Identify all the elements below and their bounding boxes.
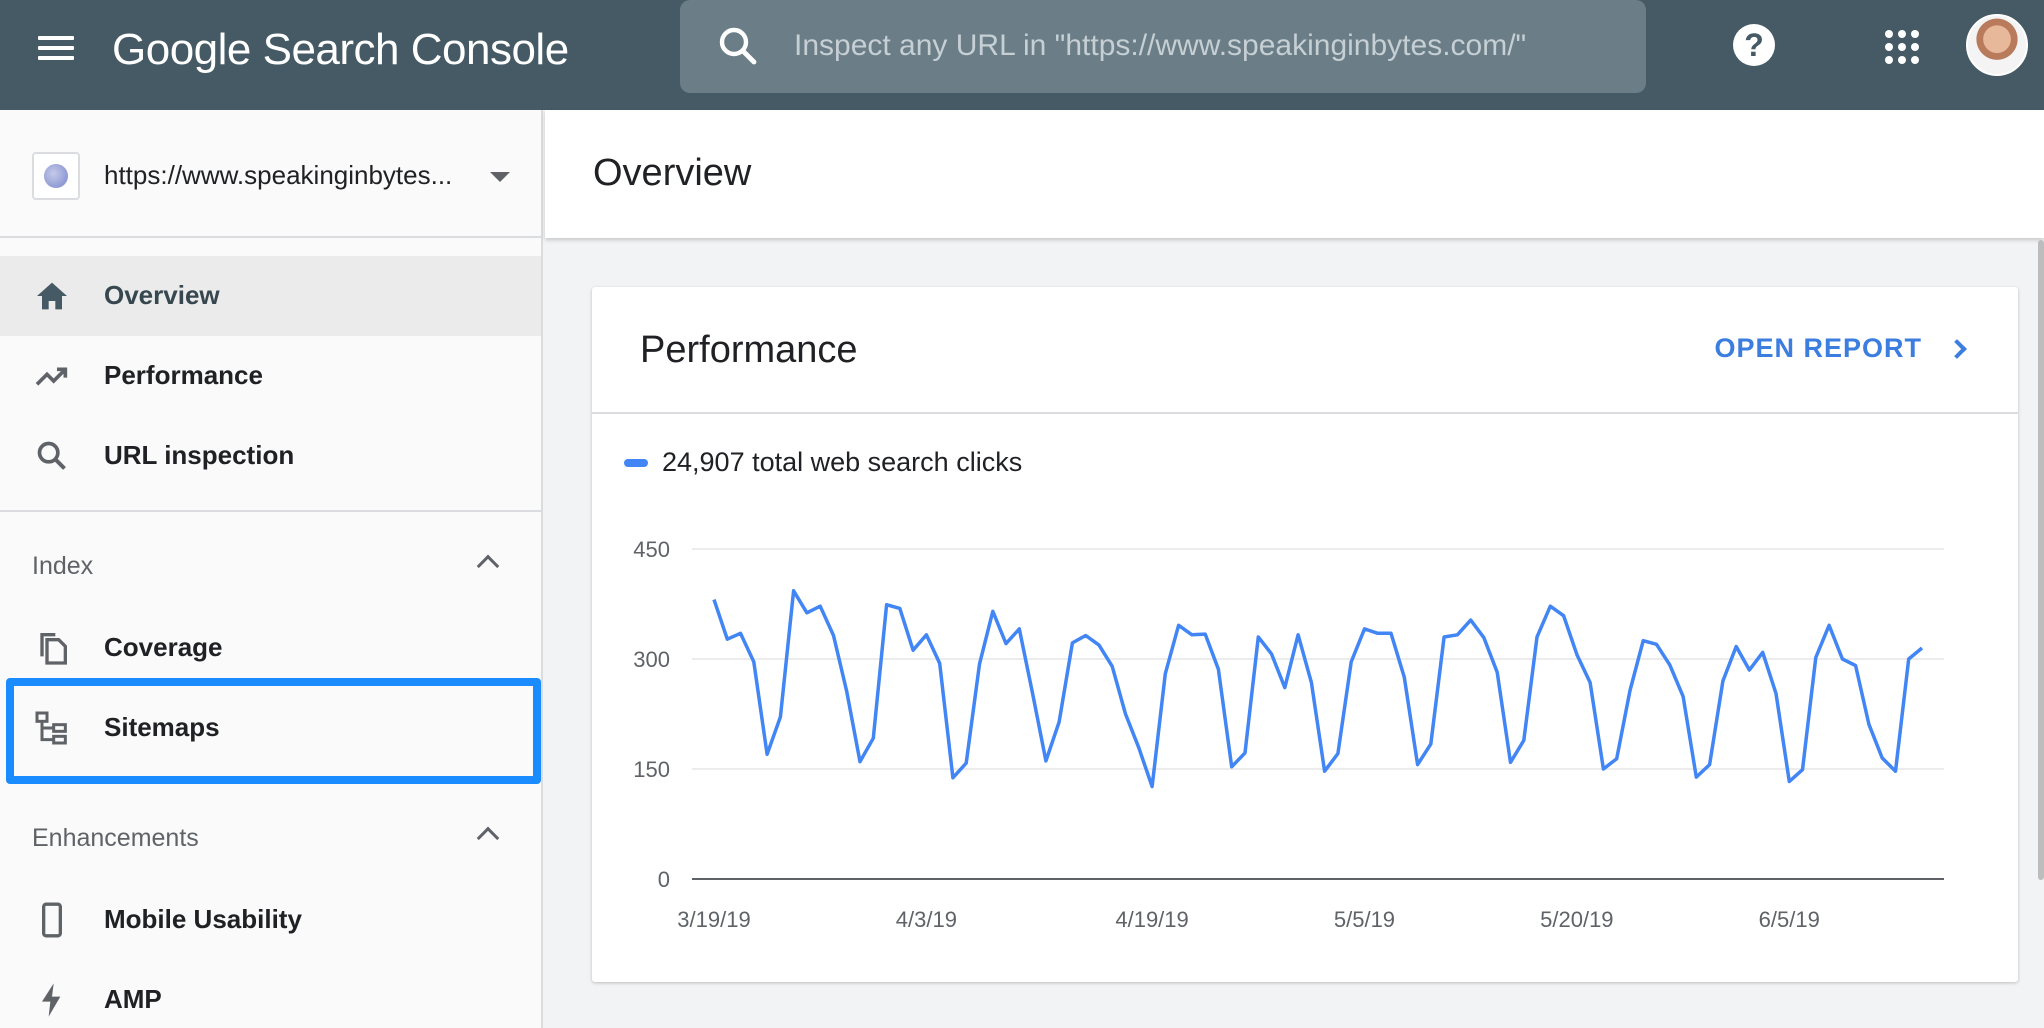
x-tick-label: 3/19/19 — [677, 907, 750, 932]
scrollbar[interactable] — [2038, 240, 2044, 880]
url-inspect-search[interactable] — [680, 0, 1646, 93]
property-url: https://www.speakinginbytes... — [104, 160, 453, 190]
trending-up-icon — [35, 367, 68, 386]
chevron-right-icon — [1947, 338, 1967, 359]
coverage-icon — [40, 633, 67, 665]
chevron-up-icon[interactable] — [476, 826, 500, 850]
chart-legend[interactable]: 24,907 total web search clicks — [624, 447, 1022, 478]
page-header: Overview — [545, 110, 2044, 238]
top-app-bar: Google Search Console ? — [0, 0, 2044, 110]
sidebar-item-sitemaps[interactable]: Sitemaps — [0, 688, 541, 768]
menu-icon[interactable] — [34, 30, 78, 74]
sidebar-item-label: Sitemaps — [104, 712, 220, 742]
sidebar-item-mobile-usability[interactable]: Mobile Usability — [0, 880, 541, 960]
x-tick-label: 6/5/19 — [1759, 907, 1820, 932]
avatar[interactable] — [1966, 14, 2028, 76]
section-header-enhancements[interactable]: Enhancements — [0, 808, 541, 868]
y-tick-label: 150 — [633, 757, 670, 782]
sidebar-item-overview[interactable]: Overview — [0, 256, 541, 336]
sidebar-item-performance[interactable]: Performance — [0, 336, 541, 416]
sidebar-item-label: Performance — [104, 360, 263, 390]
search-input[interactable] — [794, 22, 1614, 70]
sidebar-item-coverage[interactable]: Coverage — [0, 608, 541, 688]
mobile-icon — [42, 902, 62, 938]
x-tick-label: 5/5/19 — [1334, 907, 1395, 932]
x-tick-label: 4/19/19 — [1115, 907, 1188, 932]
brand-title: Google Search Console — [112, 25, 569, 74]
clicks-line-chart[interactable]: 450 300 150 0 3/19/19 4/3/19 4/19/19 5/5/19 5/20… — [592, 517, 2018, 967]
clicks-series-line[interactable] — [712, 589, 1924, 789]
sidebar-item-label: Coverage — [104, 632, 223, 662]
y-tick-label: 0 — [658, 867, 670, 892]
open-report-label: OPEN REPORT — [1714, 333, 1922, 363]
section-header-index[interactable]: Index — [0, 536, 541, 596]
property-selector[interactable]: https://www.speakinginbytes... — [0, 110, 541, 238]
sidebar-item-label: URL inspection — [104, 440, 295, 470]
caret-down-icon[interactable] — [490, 172, 510, 182]
search-icon[interactable] — [714, 22, 762, 70]
legend-label: 24,907 total web search clicks — [662, 447, 1023, 477]
globe-icon — [32, 152, 80, 200]
sitemap-icon — [35, 711, 67, 745]
open-report-button[interactable]: OPEN REPORT — [1714, 333, 1967, 364]
sidebar-item-amp[interactable]: AMP — [0, 960, 541, 1028]
sidebar-item-label: Overview — [104, 280, 220, 310]
card-title: Performance — [640, 329, 858, 371]
divider — [0, 510, 541, 512]
bolt-icon — [42, 983, 61, 1017]
x-tick-label: 4/3/19 — [896, 907, 957, 932]
search-icon — [37, 441, 66, 470]
sidebar-item-label: Mobile Usability — [104, 904, 302, 934]
x-tick-label: 5/20/19 — [1540, 907, 1613, 932]
chevron-up-icon[interactable] — [476, 554, 500, 578]
page-title: Overview — [593, 152, 752, 194]
home-icon — [37, 282, 67, 310]
y-tick-label: 450 — [633, 537, 670, 562]
section-title: Index — [32, 552, 94, 580]
section-title: Enhancements — [32, 824, 199, 852]
performance-card: Performance OPEN REPORT 24,907 total web… — [592, 287, 2018, 982]
legend-swatch — [624, 458, 648, 467]
apps-grid-icon[interactable] — [1885, 30, 1919, 64]
y-tick-label: 300 — [633, 647, 670, 672]
sidebar-item-label: AMP — [104, 984, 162, 1014]
card-header: Performance OPEN REPORT — [592, 287, 2018, 414]
sidebar-item-url-inspection[interactable]: URL inspection — [0, 416, 541, 496]
help-icon[interactable]: ? — [1733, 24, 1775, 66]
sidebar: https://www.speakinginbytes... Overview … — [0, 110, 543, 1028]
